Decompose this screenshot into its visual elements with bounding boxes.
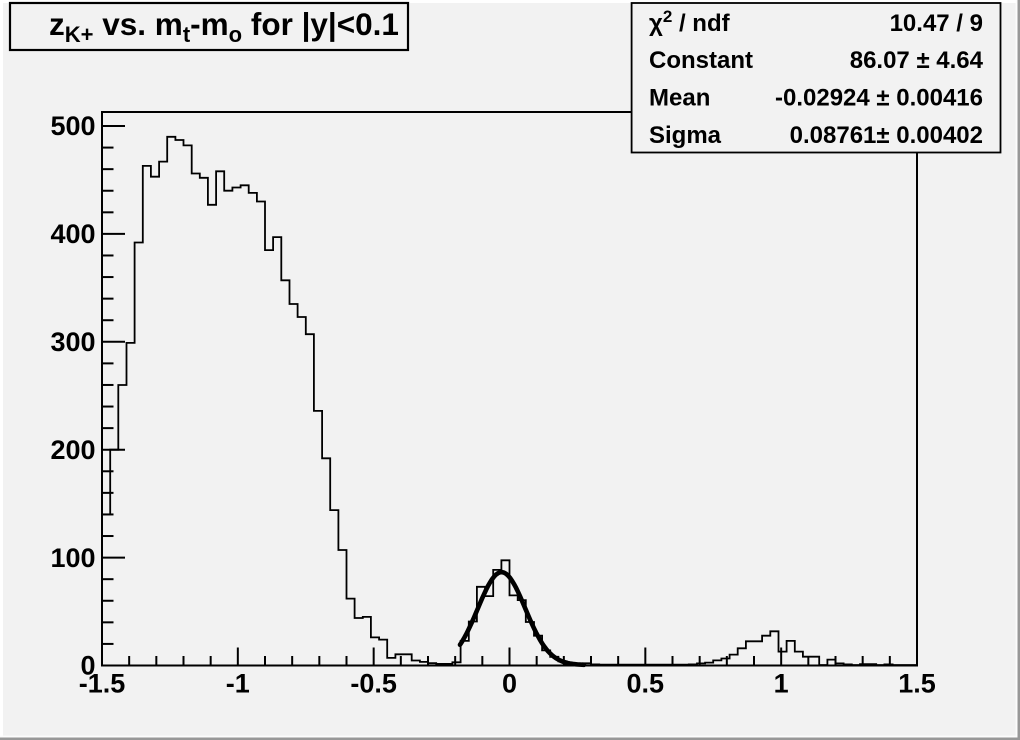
svg-text:Sigma: Sigma bbox=[649, 122, 722, 149]
svg-text:200: 200 bbox=[50, 435, 95, 465]
svg-text:-1.5: -1.5 bbox=[79, 669, 126, 699]
svg-text:0.5: 0.5 bbox=[627, 669, 665, 699]
svg-text:-0.02924 ± 0.00416: -0.02924 ± 0.00416 bbox=[775, 85, 983, 112]
svg-text:10.47 / 9: 10.47 / 9 bbox=[890, 10, 983, 37]
svg-text:0: 0 bbox=[80, 651, 95, 681]
svg-text:zK+ vs. mt-mo for |y|<0.1: zK+ vs. mt-mo for |y|<0.1 bbox=[49, 6, 399, 47]
svg-text:Mean: Mean bbox=[649, 85, 710, 112]
svg-text:-1: -1 bbox=[226, 669, 250, 699]
svg-text:Constant: Constant bbox=[649, 47, 753, 74]
svg-text:0: 0 bbox=[502, 669, 517, 699]
svg-text:500: 500 bbox=[50, 111, 95, 141]
svg-text:300: 300 bbox=[50, 327, 95, 357]
svg-text:χ2 / ndf: χ2 / ndf bbox=[649, 7, 731, 37]
svg-text:86.07 ± 4.64: 86.07 ± 4.64 bbox=[850, 47, 984, 74]
svg-text:400: 400 bbox=[50, 219, 95, 249]
svg-text:1: 1 bbox=[774, 669, 789, 699]
svg-text:100: 100 bbox=[50, 543, 95, 573]
svg-text:1.5: 1.5 bbox=[898, 669, 936, 699]
svg-text:0.08761± 0.00402: 0.08761± 0.00402 bbox=[790, 122, 983, 149]
svg-text:-0.5: -0.5 bbox=[350, 669, 397, 699]
